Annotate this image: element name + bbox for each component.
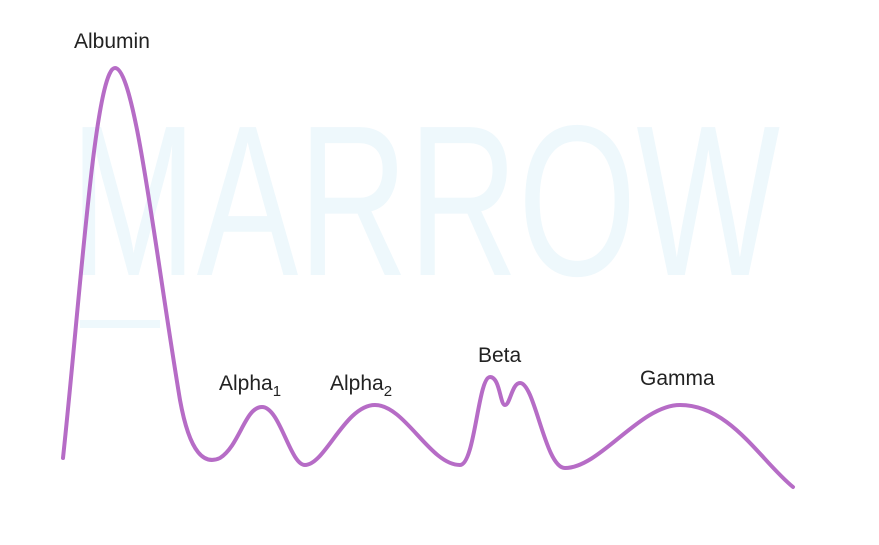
alpha2-text: Alpha bbox=[330, 372, 384, 395]
watermark-underline bbox=[80, 320, 160, 328]
gamma-label: Gamma bbox=[640, 367, 715, 390]
beta-label: Beta bbox=[478, 344, 522, 367]
alpha1-label: Alpha1 bbox=[219, 372, 281, 400]
alpha1-subscript: 1 bbox=[273, 383, 281, 400]
albumin-label: Albumin bbox=[74, 30, 150, 53]
alpha2-label: Alpha2 bbox=[330, 372, 392, 400]
watermark: MARROW bbox=[70, 80, 780, 321]
alpha2-subscript: 2 bbox=[384, 383, 392, 400]
protein-curve bbox=[61, 65, 795, 489]
alpha1-text: Alpha bbox=[219, 372, 273, 395]
